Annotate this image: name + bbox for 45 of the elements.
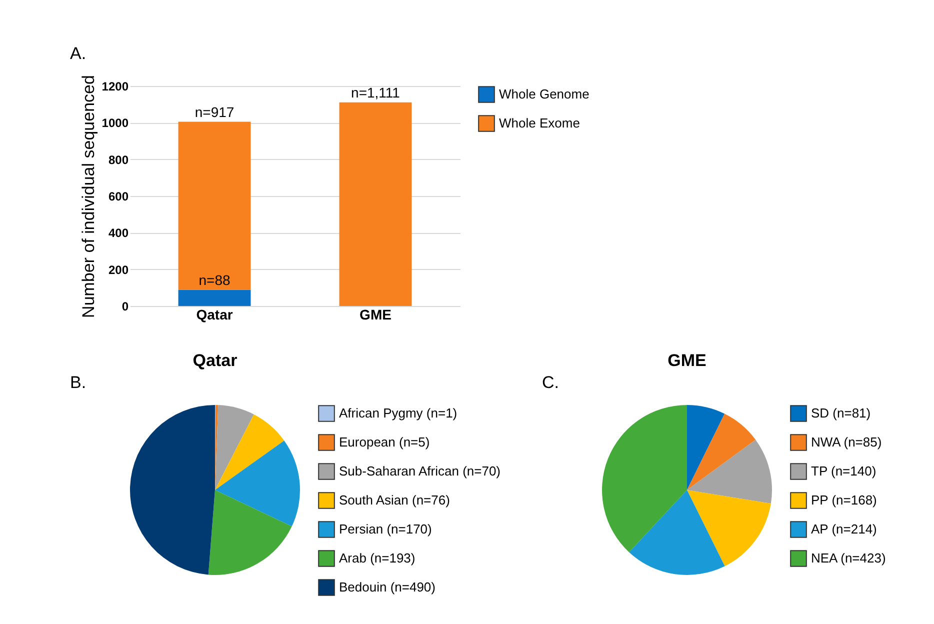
legend-label: Whole Genome [499,86,590,102]
pie-slice [130,405,215,575]
text: A. [70,44,86,63]
legend-label: European (n=5) [339,434,430,450]
y-axis-title: Number of individual sequenced [78,75,98,318]
legend-label: PP (n=168) [811,492,877,508]
legend-label: Arab (n=193) [339,550,416,566]
chart-title: GME [668,351,706,370]
legend-label: SD (n=81) [811,406,871,420]
legend-label: Persian (n=170) [339,522,432,536]
y-tick-label: 200 [108,262,129,277]
text: C. [542,373,559,392]
pie-slice [602,405,687,552]
y-tick-label: 800 [108,152,129,167]
legend-label: TP (n=140) [811,464,876,478]
text: B. [70,373,86,392]
bar [178,122,251,290]
legend-label: Sub-Saharan African (n=70) [339,464,501,478]
chart-title: Qatar [192,351,238,370]
legend-label: NEA (n=423) [811,550,886,566]
pie-slice [687,405,725,490]
pie-slice [208,490,292,575]
bar [178,290,251,306]
legend-label: Whole Exome [499,116,580,130]
legend-label: NWA (n=85) [811,434,882,450]
pie-slice [215,414,284,490]
data-label: n=1,111 [351,84,400,100]
data-label: n=917 [194,104,234,120]
y-tick-label: 1200 [102,80,129,94]
pie-slice [215,440,300,526]
pie-slice [215,405,254,490]
y-tick-label: 400 [108,226,129,240]
legend-label: African Pygmy (n=1) [339,406,458,420]
data-label: n=88 [198,272,230,288]
legend-label: AP (n=214) [811,522,877,536]
y-tick-label: 600 [108,190,129,204]
y-tick-label: 1000 [102,116,129,130]
pie-slice [687,490,771,566]
legend-label: Bedouin (n=490) [339,580,436,594]
pie-slice [687,414,756,490]
bar [339,102,412,306]
pie-slice [687,440,772,504]
y-tick-label: 0 [122,300,129,314]
pie-slice [629,490,725,575]
legend-label: South Asian (n=76) [339,492,450,508]
